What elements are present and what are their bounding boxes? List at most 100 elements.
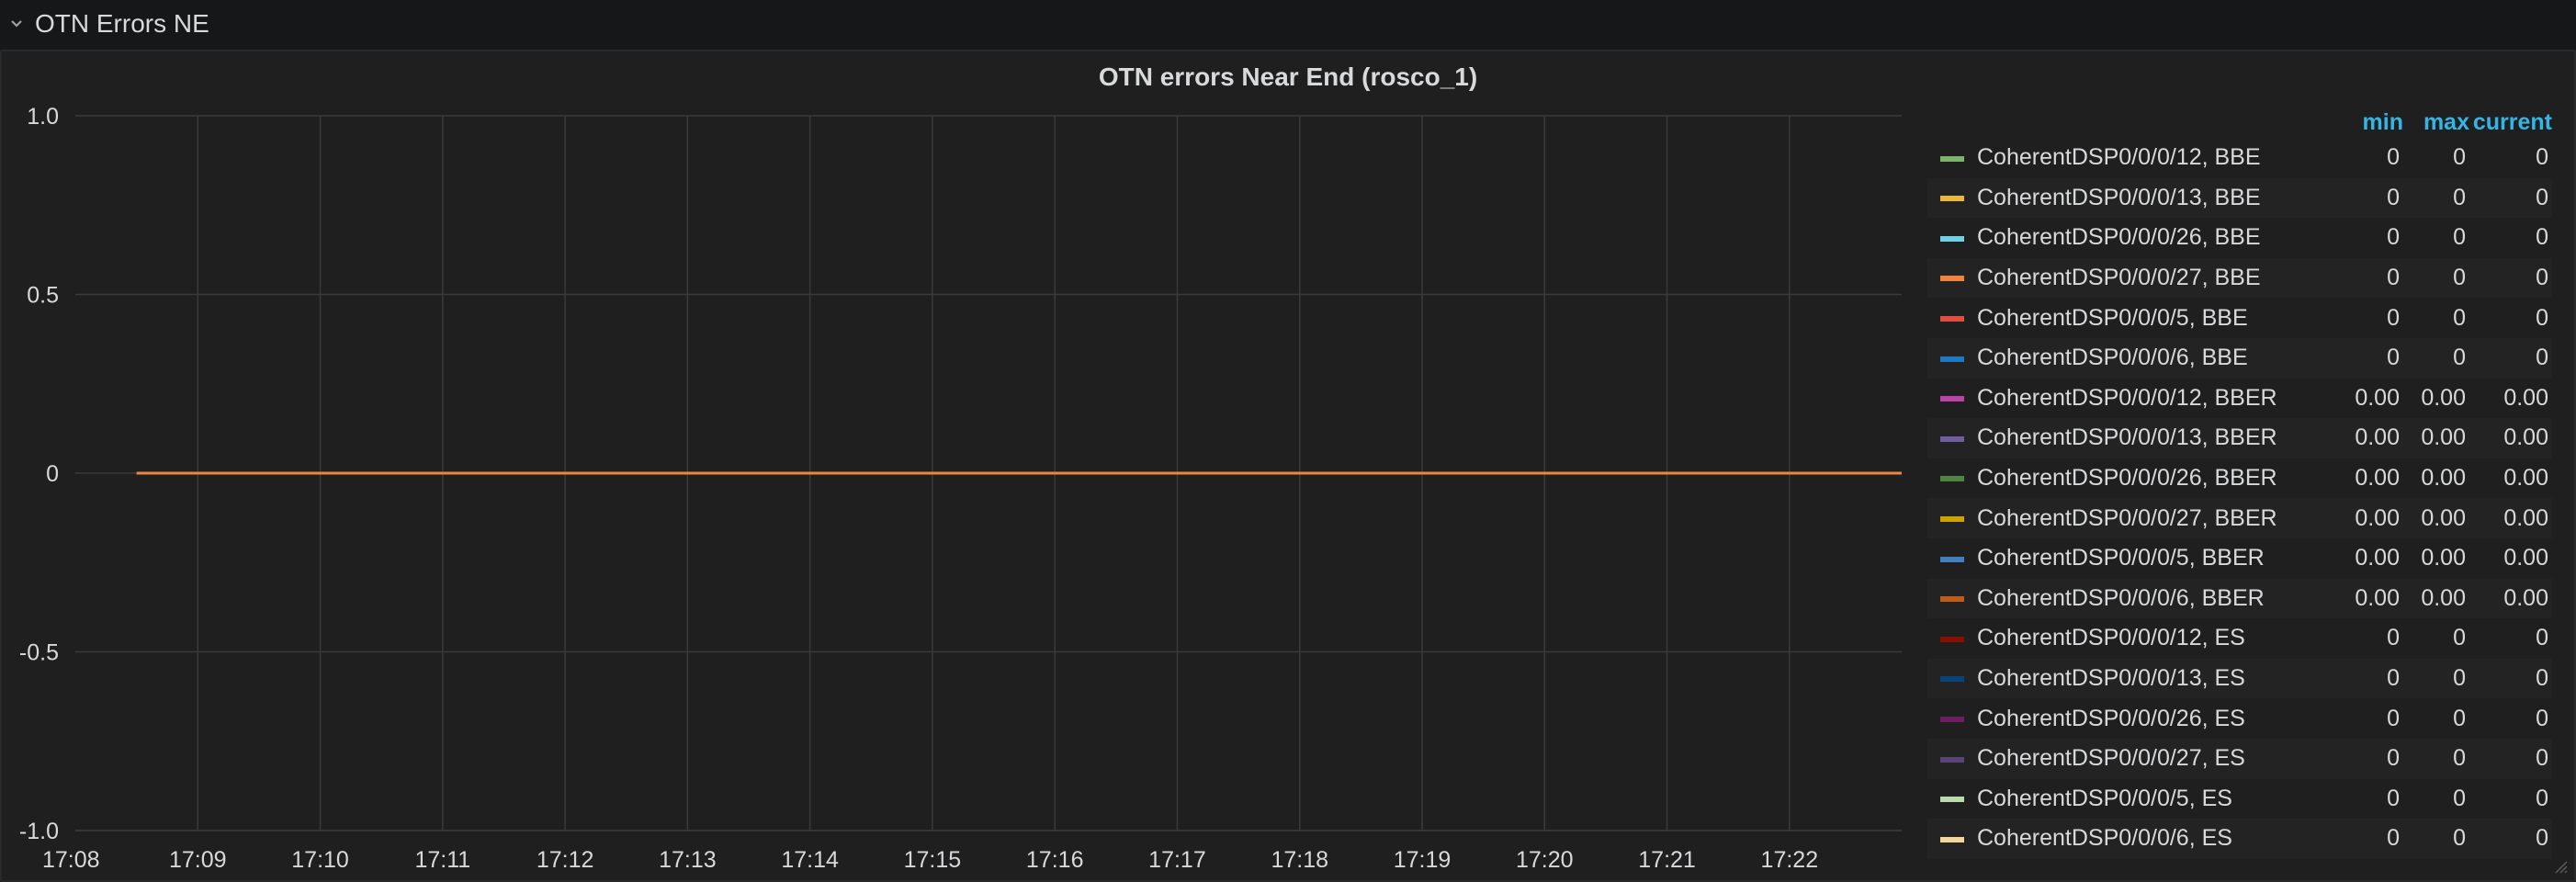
legend-current-value: 0: [2536, 184, 2548, 210]
legend-min-value: 0.00: [2355, 545, 2400, 571]
x-tick-label: 17:15: [904, 847, 962, 873]
line-chart[interactable]: 1.0 0.5 0 -0.5 -1.0 17:08 17:09 17:10 17:11 17:12…: [2, 51, 1927, 878]
legend-row[interactable]: CoherentDSP0/0/0/13, ES 0 0 0: [1927, 658, 2552, 699]
legend-row[interactable]: CoherentDSP0/0/0/27, ES 0 0 0: [1927, 738, 2552, 779]
legend-current-value: 0.00: [2503, 504, 2548, 531]
legend-max-value: 0: [2453, 184, 2466, 210]
legend-series-cell: CoherentDSP0/0/0/6, ES: [1927, 819, 2332, 859]
legend-series-name[interactable]: CoherentDSP0/0/0/13, BBER: [1977, 424, 2277, 451]
legend-row[interactable]: CoherentDSP0/0/0/26, BBE 0 0 0: [1927, 218, 2552, 258]
series-color-swatch[interactable]: [1940, 717, 1964, 722]
legend-series-name[interactable]: CoherentDSP0/0/0/6, BBE: [1977, 345, 2248, 371]
legend-series-name[interactable]: CoherentDSP0/0/0/13, BBE: [1977, 184, 2261, 210]
legend-row[interactable]: CoherentDSP0/0/0/13, BBE 0 0 0: [1927, 177, 2552, 219]
row-header: OTN Errors NE: [0, 0, 2576, 48]
legend-col-current[interactable]: current: [2472, 108, 2552, 135]
legend-row[interactable]: CoherentDSP0/0/0/26, BBER 0.00 0.00 0.00: [1927, 458, 2552, 499]
series-color-swatch[interactable]: [1940, 836, 1964, 842]
legend-series-name[interactable]: CoherentDSP0/0/0/27, ES: [1977, 745, 2245, 772]
legend-series-cell: CoherentDSP0/0/0/12, ES: [1927, 618, 2332, 659]
legend-series-name[interactable]: CoherentDSP0/0/0/27, BBER: [1977, 504, 2277, 531]
legend-series-name[interactable]: CoherentDSP0/0/0/6, BBER: [1977, 584, 2265, 611]
legend-min-value: 0: [2387, 625, 2400, 651]
legend-current-value: 0.00: [2503, 424, 2548, 451]
series-color-swatch[interactable]: [1940, 316, 1964, 322]
legend-max-value: 0: [2453, 304, 2466, 331]
legend-row[interactable]: CoherentDSP0/0/0/13, BBER 0.00 0.00 0.00: [1927, 418, 2552, 458]
series-color-swatch[interactable]: [1940, 155, 1964, 162]
series-color-swatch[interactable]: [1940, 276, 1964, 282]
legend-series-cell: CoherentDSP0/0/0/5, BBER: [1927, 538, 2332, 579]
y-tick-label: 1.0: [27, 104, 59, 130]
legend-current-value: 0.00: [2503, 545, 2548, 571]
legend-current-value: 0.00: [2503, 584, 2548, 611]
legend-current-value: 0.00: [2503, 465, 2548, 492]
x-tick-label: 17:11: [414, 847, 470, 873]
series-color-swatch[interactable]: [1940, 196, 1964, 202]
legend-current-value: 0: [2536, 224, 2548, 251]
legend-row[interactable]: CoherentDSP0/0/0/5, BBER 0.00 0.00 0.00: [1927, 537, 2552, 579]
series-color-swatch[interactable]: [1940, 596, 1964, 603]
legend-series-name[interactable]: CoherentDSP0/0/0/26, BBE: [1977, 224, 2261, 251]
legend-series-name[interactable]: CoherentDSP0/0/0/27, BBE: [1977, 265, 2261, 291]
legend-row[interactable]: CoherentDSP0/0/0/26, ES 0 0 0: [1927, 698, 2552, 739]
legend-min-value: 0: [2387, 745, 2400, 772]
resize-corner-icon[interactable]: [2552, 858, 2569, 875]
legend-series-name[interactable]: CoherentDSP0/0/0/26, ES: [1977, 705, 2245, 731]
legend-series-name[interactable]: CoherentDSP0/0/0/5, BBE: [1977, 304, 2248, 331]
legend-series-name[interactable]: CoherentDSP0/0/0/13, ES: [1977, 665, 2245, 692]
series-color-swatch[interactable]: [1940, 235, 1964, 242]
series-color-swatch[interactable]: [1940, 756, 1964, 763]
legend-series-name[interactable]: CoherentDSP0/0/0/12, BBER: [1977, 384, 2277, 411]
legend-series-name[interactable]: CoherentDSP0/0/0/6, ES: [1977, 825, 2232, 852]
series-color-swatch[interactable]: [1940, 476, 1964, 482]
series-color-swatch[interactable]: [1940, 797, 1964, 803]
legend-max-value: 0.00: [2421, 384, 2466, 411]
legend-current-value: 0: [2536, 785, 2548, 811]
series-color-swatch[interactable]: [1940, 356, 1964, 362]
legend-series-name[interactable]: CoherentDSP0/0/0/26, BBER: [1977, 465, 2277, 492]
row-title[interactable]: OTN Errors NE: [35, 9, 209, 38]
legend-col-min[interactable]: min: [2362, 108, 2403, 135]
series-color-swatch[interactable]: [1940, 516, 1964, 523]
x-tick-label: 17:22: [1761, 847, 1819, 873]
legend-min-value: 0: [2387, 304, 2400, 331]
legend-row[interactable]: CoherentDSP0/0/0/12, ES 0 0 0: [1927, 618, 2552, 659]
legend-row[interactable]: CoherentDSP0/0/0/27, BBER 0.00 0.00 0.00: [1927, 498, 2552, 538]
series-color-swatch[interactable]: [1940, 636, 1964, 642]
legend-row[interactable]: CoherentDSP0/0/0/5, ES 0 0 0: [1927, 778, 2552, 820]
chevron-down-icon[interactable]: [6, 13, 28, 35]
legend-max-value: 0.00: [2421, 504, 2466, 531]
y-tick-label: -1.0: [19, 819, 59, 844]
legend-series-name[interactable]: CoherentDSP0/0/0/5, ES: [1977, 785, 2232, 811]
legend-col-max[interactable]: max: [2423, 108, 2469, 135]
legend-min-value: 0: [2387, 265, 2400, 291]
legend-row[interactable]: CoherentDSP0/0/0/5, BBE 0 0 0: [1927, 298, 2552, 338]
legend-row[interactable]: CoherentDSP0/0/0/27, BBE 0 0 0: [1927, 257, 2552, 299]
legend-series-name[interactable]: CoherentDSP0/0/0/12, BBE: [1977, 144, 2261, 171]
legend-row[interactable]: CoherentDSP0/0/0/6, BBE 0 0 0: [1927, 337, 2552, 379]
series-color-swatch[interactable]: [1940, 556, 1964, 562]
panel-title[interactable]: OTN errors Near End (rosco_1): [1098, 62, 1478, 91]
legend-row[interactable]: CoherentDSP0/0/0/6, ES 0 0 0: [1927, 819, 2552, 859]
legend-row[interactable]: CoherentDSP0/0/0/12, BBE 0 0 0: [1927, 138, 2552, 178]
legend-max-value: 0: [2453, 705, 2466, 731]
legend-row[interactable]: CoherentDSP0/0/0/12, BBER 0.00 0.00 0.00: [1927, 378, 2552, 419]
legend-current-value: 0: [2536, 304, 2548, 331]
legend-min-value: 0.00: [2355, 465, 2400, 492]
x-tick-label: 17:16: [1026, 847, 1084, 873]
graph-panel: OTN errors Near End (rosco_1) 1.0 0.5 0 -0.…: [0, 50, 2576, 882]
series-color-swatch[interactable]: [1940, 435, 1964, 442]
legend-series-cell: CoherentDSP0/0/0/13, BBE: [1927, 178, 2332, 219]
legend-row[interactable]: CoherentDSP0/0/0/6, BBER 0.00 0.00 0.00: [1927, 578, 2552, 619]
legend-name-header: [1927, 107, 2332, 138]
series-color-swatch[interactable]: [1940, 676, 1964, 683]
x-tick-label: 17:13: [659, 847, 717, 873]
legend-series-name[interactable]: CoherentDSP0/0/0/5, BBER: [1977, 545, 2265, 571]
legend-table: min max current CoherentDSP0/0/0/12, BBE…: [1927, 107, 2552, 859]
legend-max-value: 0: [2453, 625, 2466, 651]
x-tick-label: 17:20: [1516, 847, 1574, 873]
series-color-swatch[interactable]: [1940, 396, 1964, 402]
legend-current-value: 0: [2536, 265, 2548, 291]
legend-series-name[interactable]: CoherentDSP0/0/0/12, ES: [1977, 625, 2245, 651]
